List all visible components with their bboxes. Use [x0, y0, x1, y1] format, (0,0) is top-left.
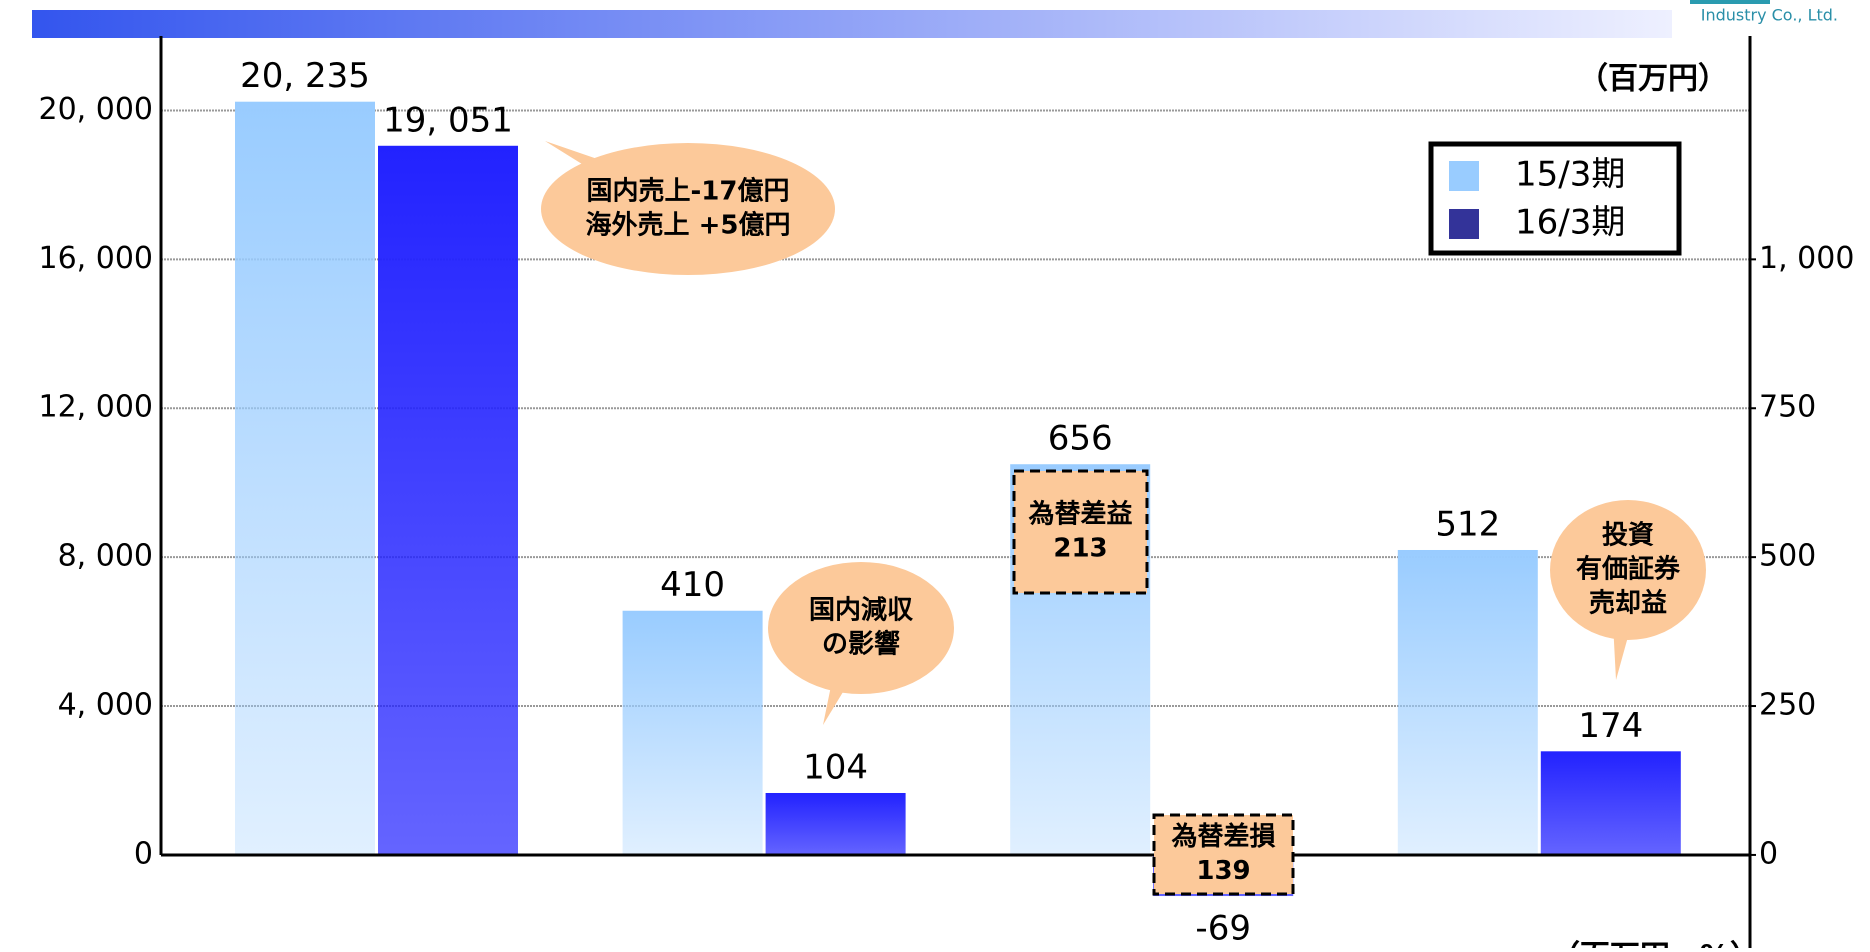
- y2-tick-label: 500: [1759, 539, 1816, 574]
- annotation-text: 投資: [1602, 521, 1654, 551]
- annotation-text: 海外売上 +5億円: [586, 211, 791, 241]
- legend-swatch: [1449, 161, 1479, 191]
- y2-tick-label: 750: [1759, 390, 1816, 425]
- annotation-text: 売却益: [1589, 589, 1667, 619]
- callout-box: [1012, 469, 1149, 595]
- footer-unit: （百万円、%）: [1550, 940, 1760, 949]
- annotation-text: 有価証券: [1576, 554, 1681, 585]
- legend-label: 16/3期: [1515, 203, 1625, 243]
- callout-bubble: [768, 562, 954, 694]
- y2-tick-label: 250: [1759, 688, 1816, 723]
- bar: [765, 792, 906, 855]
- data-label: 174: [1578, 706, 1643, 746]
- annotation-text: 139: [1196, 856, 1250, 886]
- legend-swatch: [1449, 209, 1479, 239]
- data-label: 104: [803, 747, 868, 787]
- data-label: 20, 235: [240, 56, 370, 96]
- callout-bubble: [541, 143, 835, 275]
- annotation-text: 213: [1053, 534, 1107, 564]
- data-label: 656: [1048, 419, 1113, 459]
- legend-label: 15/3期: [1515, 155, 1625, 195]
- bar: [378, 145, 518, 855]
- y-tick-label: 12, 000: [38, 390, 153, 425]
- callout-box: [1152, 813, 1295, 896]
- header-banner: [32, 10, 1672, 38]
- company-name: Industry Co., Ltd.: [1701, 6, 1838, 25]
- annotation-text: 為替差損: [1171, 821, 1275, 852]
- bar: [235, 101, 375, 855]
- y-tick-label: 8, 000: [58, 539, 153, 574]
- y-tick-label: 16, 000: [38, 241, 153, 276]
- unit-label: （百万円）: [1578, 62, 1728, 97]
- y-tick-label: 20, 000: [38, 92, 153, 127]
- y-tick-label: 4, 000: [58, 688, 153, 723]
- annotation-text: 為替差益: [1028, 499, 1132, 530]
- data-label: 19, 051: [383, 100, 513, 140]
- y2-tick-label: 1, 000: [1759, 241, 1854, 276]
- logo-bar: [1690, 0, 1770, 4]
- callout-bubble: [1550, 500, 1706, 640]
- bar: [1397, 549, 1538, 855]
- y2-tick-label: 0: [1759, 836, 1778, 871]
- data-label: 512: [1435, 504, 1500, 544]
- bar: [622, 610, 763, 855]
- annotation-text: 国内売上-17億円: [587, 177, 790, 207]
- y-tick-label: 0: [134, 836, 153, 871]
- data-label: 410: [660, 565, 725, 605]
- data-label: -69: [1195, 909, 1251, 948]
- annotation-text: の影響: [822, 629, 900, 660]
- annotation-text: 国内減収: [809, 596, 914, 626]
- bar: [1540, 751, 1681, 855]
